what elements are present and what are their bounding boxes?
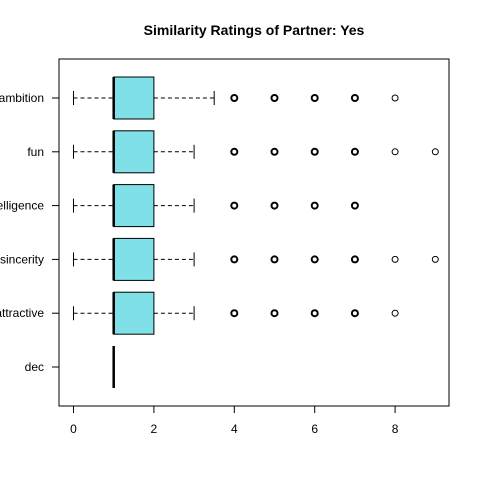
outlier-point	[391, 148, 399, 156]
x-tick-label: 8	[392, 422, 399, 436]
outlier-point	[310, 201, 319, 210]
outlier-point	[431, 148, 439, 156]
x-tick-label: 4	[231, 422, 238, 436]
y-axis: ambition fun elligence sincerity attractive d…	[0, 91, 60, 374]
y-tick-label-fun: fun	[27, 145, 44, 159]
x-tick-label: 0	[70, 422, 77, 436]
y-tick-label-ambition: ambition	[0, 91, 44, 105]
iqr-box	[113, 76, 155, 120]
outlier-point	[310, 147, 319, 156]
x-axis: 0 2 4 6 8	[70, 405, 399, 436]
outlier-point	[270, 201, 279, 210]
y-tick-label-dec: dec	[25, 360, 44, 374]
y-tick-label-sincerity: sincerity	[0, 252, 44, 266]
outlier-point	[270, 309, 279, 318]
outlier-point	[391, 255, 399, 263]
outlier-point	[350, 309, 359, 318]
iqr-box	[113, 291, 155, 335]
boxes-group	[73, 76, 439, 388]
x-tick-label: 6	[311, 422, 318, 436]
box-sincerity	[73, 237, 439, 281]
outlier-point	[270, 255, 279, 264]
outlier-point	[310, 94, 319, 102]
x-tick-label: 2	[151, 422, 158, 436]
iqr-box	[113, 184, 155, 228]
outlier-point	[391, 94, 399, 102]
outlier-point	[230, 201, 239, 210]
outlier-point	[270, 147, 279, 156]
outlier-point	[350, 94, 359, 102]
chart-title: Similarity Ratings of Partner: Yes	[144, 22, 365, 38]
outlier-point	[350, 255, 359, 264]
outlier-point	[310, 309, 319, 318]
outlier-point	[230, 309, 239, 318]
outlier-point	[350, 147, 359, 156]
iqr-box	[113, 130, 155, 174]
outlier-point	[230, 147, 239, 156]
y-tick-label-attractive: attractive	[0, 306, 44, 320]
outlier-point	[230, 94, 239, 102]
outlier-point	[230, 255, 239, 264]
iqr-box	[113, 237, 155, 281]
box-elligence	[73, 184, 359, 228]
box-attractive	[73, 291, 399, 335]
outlier-point	[431, 255, 439, 263]
box-ambition	[73, 76, 399, 120]
box-fun	[73, 130, 439, 174]
outlier-point	[391, 309, 399, 317]
outlier-point	[310, 255, 319, 264]
y-tick-label-elligence: elligence	[0, 199, 44, 213]
outlier-point	[270, 94, 279, 102]
outlier-point	[350, 201, 359, 210]
